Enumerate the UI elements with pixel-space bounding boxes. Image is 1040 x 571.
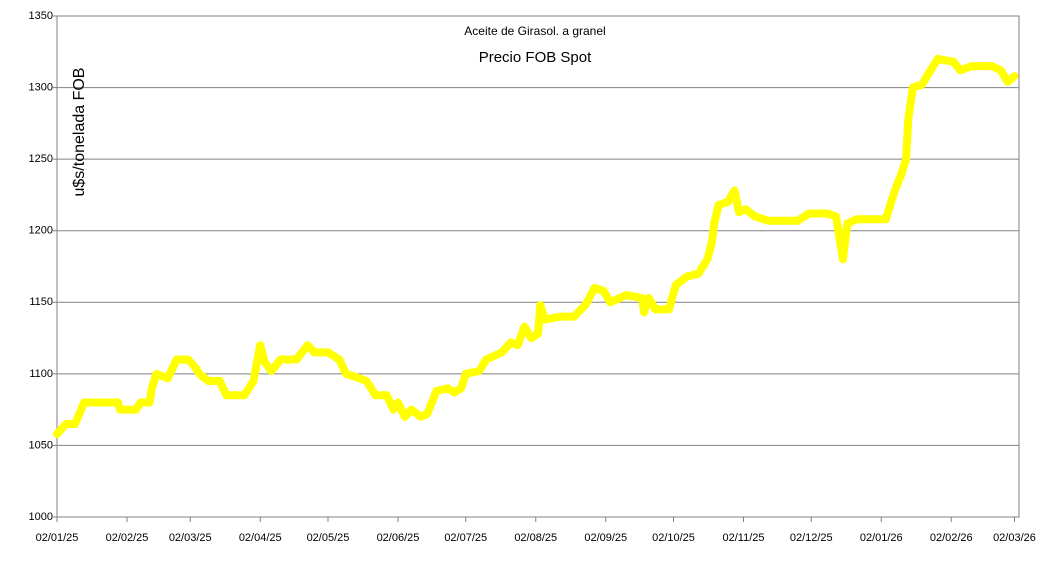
x-tick-label: 02/06/25 bbox=[377, 532, 420, 544]
x-tick-label: 02/12/25 bbox=[790, 532, 833, 544]
x-tick-label: 02/03/25 bbox=[169, 532, 212, 544]
x-tick-label: 02/02/25 bbox=[106, 532, 149, 544]
x-tick-label: 02/04/25 bbox=[239, 532, 282, 544]
y-tick-label: 1100 bbox=[29, 368, 53, 380]
x-tick-label: 02/05/25 bbox=[307, 532, 350, 544]
chart-title: Aceite de Girasol. a granel bbox=[464, 24, 605, 38]
plot-area bbox=[56, 15, 1020, 518]
y-tick-label: 1000 bbox=[29, 511, 53, 523]
x-tick-label: 02/03/26 bbox=[993, 532, 1036, 544]
y-tick-label: 1300 bbox=[29, 81, 53, 93]
x-tick-label: 02/01/26 bbox=[860, 532, 903, 544]
x-tick-label: 02/09/25 bbox=[584, 532, 627, 544]
x-tick-label: 02/10/25 bbox=[652, 532, 695, 544]
x-tick-label: 02/02/26 bbox=[930, 532, 973, 544]
y-tick-label: 1250 bbox=[29, 153, 53, 165]
grid bbox=[53, 15, 1019, 522]
y-tick-label: 1200 bbox=[29, 225, 53, 237]
y-tick-label: 1350 bbox=[29, 10, 53, 22]
x-tick-label: 02/08/25 bbox=[514, 532, 557, 544]
x-tick-label: 02/11/25 bbox=[722, 532, 764, 544]
y-tick-label: 1150 bbox=[29, 296, 53, 308]
y-axis-label: u$s/tonelada FOB bbox=[71, 68, 88, 197]
chart-subtitle: Precio FOB Spot bbox=[479, 49, 592, 66]
x-tick-label: 02/07/25 bbox=[444, 532, 487, 544]
series-line bbox=[53, 54, 1019, 438]
x-tick-label: 02/01/25 bbox=[36, 532, 79, 544]
lines bbox=[53, 54, 1019, 438]
y-tick-label: 1050 bbox=[29, 439, 53, 451]
